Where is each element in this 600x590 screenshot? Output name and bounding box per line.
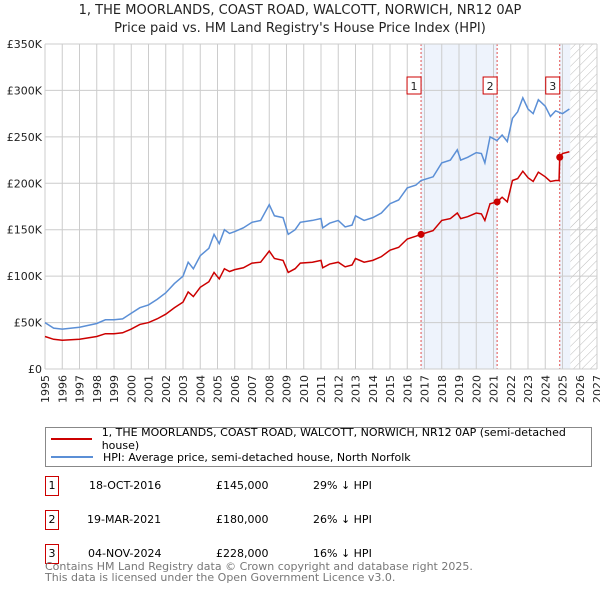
- sale-label: 1: [411, 80, 418, 93]
- x-tick-label: 2012: [332, 375, 345, 403]
- y-tick-label: £250K: [7, 131, 43, 144]
- y-tick-label: £300K: [7, 84, 43, 97]
- x-tick-label: 2008: [263, 375, 276, 403]
- sale-label-box: [482, 76, 498, 95]
- x-tick-label: 2014: [367, 375, 380, 403]
- y-tick-label: £350K: [7, 38, 43, 51]
- x-tick-label: 2016: [401, 375, 414, 403]
- table-row: 3 04-NOV-2024 £228,000 16% ↓ HPI: [45, 544, 445, 564]
- sale-label-box: [545, 76, 561, 95]
- legend-item-price: 1, THE MOORLANDS, COAST ROAD, WALCOTT, N…: [51, 426, 591, 452]
- x-tick-label: 2002: [160, 375, 173, 403]
- sale-label: 2: [487, 80, 494, 93]
- sale-point: [493, 198, 501, 206]
- plot: 1995 1996 1997 1998 1999 2000 2001 2002 2003 2004…: [7, 38, 600, 403]
- x-tick-label: 2013: [350, 375, 363, 403]
- x-tick-label: 2024: [539, 375, 552, 403]
- x-tick-label: 2000: [125, 375, 138, 403]
- hpi-line: [44, 95, 570, 330]
- x-tick-label: 2009: [281, 375, 294, 403]
- x-tick-label: 2005: [212, 375, 225, 403]
- table-row: 2 19-MAR-2021 £180,000 26% ↓ HPI: [45, 510, 445, 530]
- x-tick-label: 2021: [488, 375, 501, 403]
- x-tick-label: 2022: [505, 375, 518, 403]
- x-tick-label: 2003: [177, 375, 190, 403]
- sale-number: 3: [45, 544, 59, 564]
- sale-price: £145,000: [216, 479, 269, 492]
- x-tick-label: 2026: [574, 375, 587, 403]
- sale-hpi-diff: 29% ↓ HPI: [313, 479, 372, 492]
- x-tick-label: 2025: [557, 375, 570, 403]
- legend: 1, THE MOORLANDS, COAST ROAD, WALCOTT, N…: [45, 426, 592, 467]
- forecast-hatch: [570, 44, 597, 369]
- x-tick-label: 2015: [384, 375, 397, 403]
- sale-hpi-diff: 16% ↓ HPI: [313, 547, 372, 560]
- x-tick-label: 2001: [143, 375, 156, 403]
- x-tick-label: 2017: [419, 375, 432, 403]
- sale-number: 1: [45, 476, 59, 496]
- chart-title: 1, THE MOORLANDS, COAST ROAD, WALCOTT, N…: [78, 3, 522, 18]
- x-tick-label: 2023: [522, 375, 535, 403]
- sale-hpi-diff: 26% ↓ HPI: [313, 513, 372, 526]
- price-paid-line: [44, 150, 570, 341]
- x-tick-label: 2011: [315, 375, 328, 403]
- sale-price: £228,000: [216, 547, 269, 560]
- x-tick-label: 2020: [470, 375, 483, 403]
- y-tick-label: £50K: [14, 317, 43, 330]
- footer-licence: This data is licensed under the Open Gov…: [45, 571, 396, 584]
- x-tick-label: 1997: [74, 375, 87, 403]
- x-tick-label: 1995: [39, 375, 52, 403]
- sale-date: 04-NOV-2024: [88, 547, 162, 560]
- x-tick-label: 1999: [108, 375, 121, 403]
- x-tick-label: 2006: [229, 375, 242, 403]
- y-tick-label: £100K: [7, 270, 43, 283]
- sale-date: 18-OCT-2016: [89, 479, 162, 492]
- legend-item-hpi: HPI: Average price, semi-detached house,…: [51, 449, 411, 465]
- x-tick-label: 2007: [246, 375, 259, 403]
- y-tick-label: £0: [28, 363, 42, 376]
- x-tick-label: 2019: [453, 375, 466, 403]
- x-tick-label: 2010: [298, 375, 311, 403]
- sale-point: [417, 230, 425, 238]
- x-tick-label: 1996: [56, 375, 69, 403]
- sale-date: 19-MAR-2021: [87, 513, 162, 526]
- chart-subtitle: Price paid vs. HM Land Registry's House …: [114, 21, 486, 36]
- y-tick-label: £150K: [7, 224, 43, 237]
- sale-price: £180,000: [216, 513, 269, 526]
- table-row: 1 18-OCT-2016 £145,000 29% ↓ HPI: [45, 476, 445, 496]
- sale-label: 3: [549, 80, 556, 93]
- x-tick-label: 1998: [91, 375, 104, 403]
- x-tick-label: 2018: [436, 375, 449, 403]
- sale-point: [556, 153, 564, 161]
- x-tick-label: 2004: [194, 375, 207, 403]
- legend-label: 1, THE MOORLANDS, COAST ROAD, WALCOTT, N…: [101, 426, 566, 452]
- sale-label-box: [406, 76, 422, 95]
- y-tick-label: £200K: [7, 177, 43, 190]
- sale-number: 2: [45, 510, 59, 530]
- shaded-range: [559, 44, 571, 369]
- legend-label: HPI: Average price, semi-detached house,…: [103, 450, 411, 464]
- footer-copyright: Contains HM Land Registry data © Crown c…: [45, 560, 473, 573]
- x-tick-label: 2027: [591, 375, 600, 403]
